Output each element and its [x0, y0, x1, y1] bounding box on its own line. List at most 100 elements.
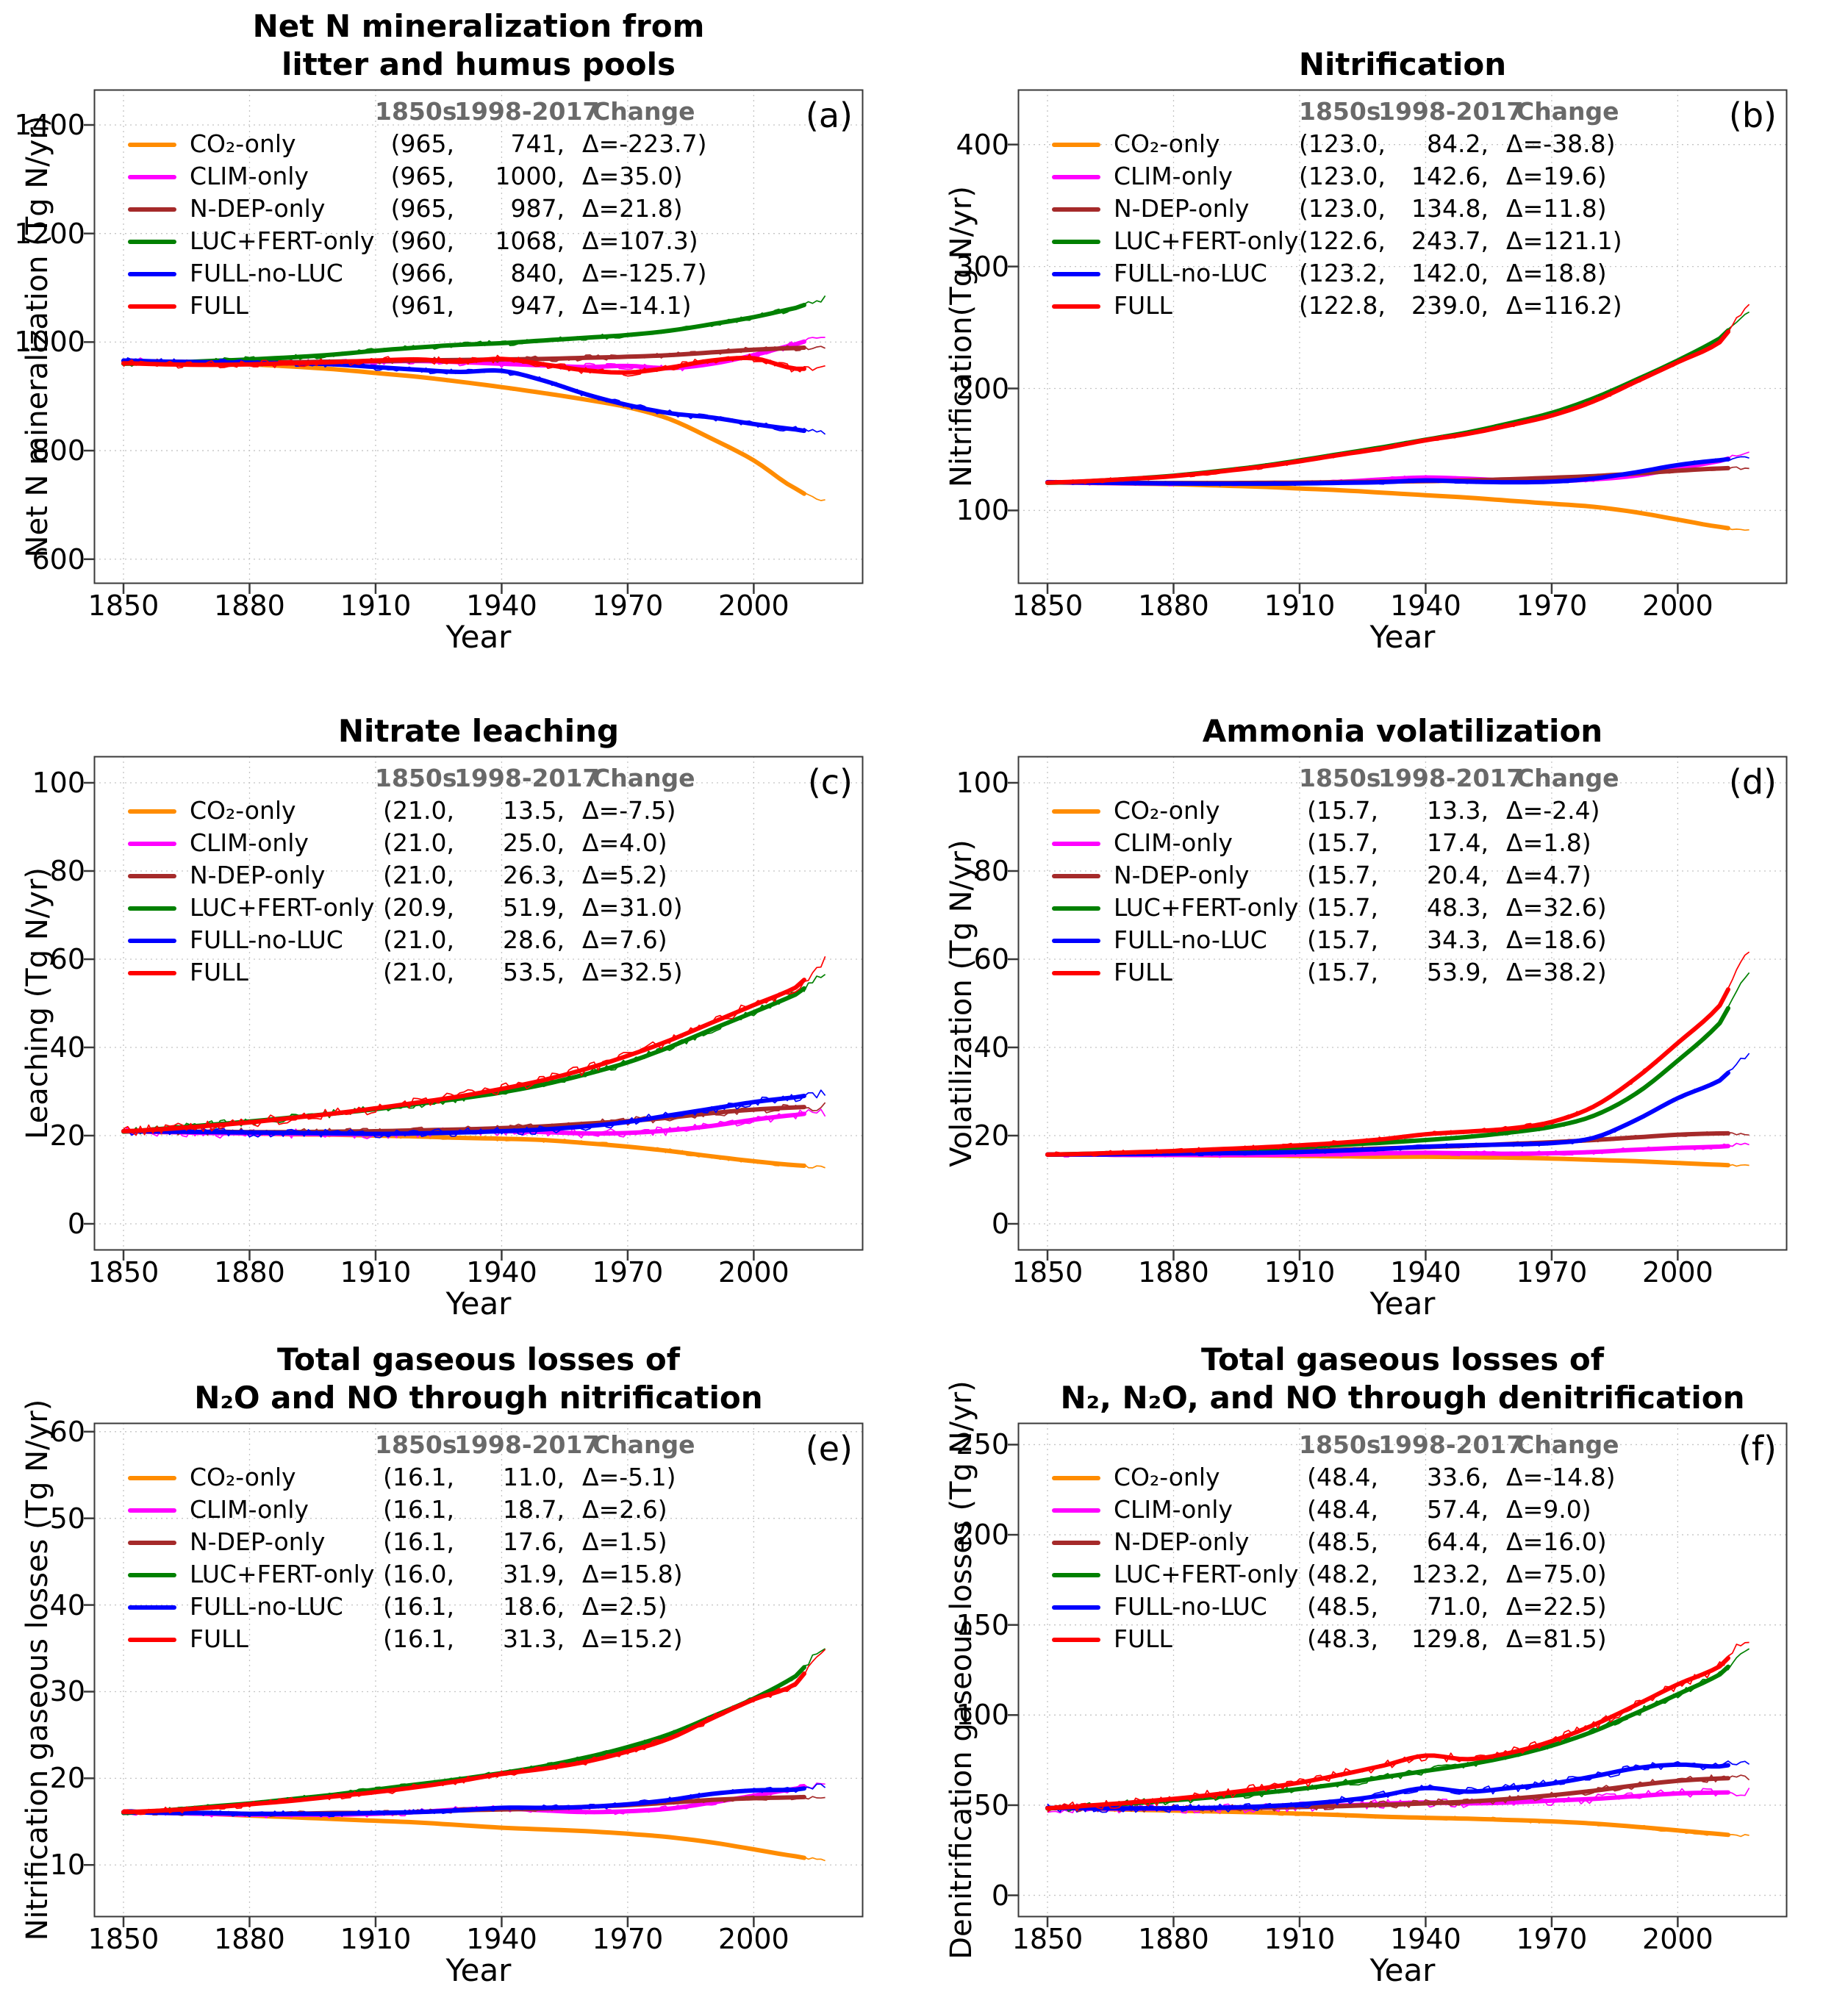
- legend: 1850s 1998-2017 Change CO₂-only (965, 741,…: [128, 96, 734, 322]
- legend-value-1850s: (16.1,: [383, 1624, 454, 1653]
- legend-header-1850s: 1850s: [375, 1430, 457, 1459]
- x-tick-label: 1970: [592, 589, 664, 622]
- legend-swatch: [1052, 1541, 1100, 1545]
- legend-label: FULL-no-LUC: [190, 925, 343, 954]
- panel-title: Total gaseous losses of N₂, N₂O, and NO …: [1018, 1336, 1787, 1417]
- legend-value-1998-2017: 17.6,: [503, 1527, 565, 1556]
- y-tick-label: 250: [956, 1428, 1009, 1461]
- legend-label: FULL-no-LUC: [190, 259, 343, 287]
- legend-value-change: Δ=32.6): [1506, 893, 1607, 922]
- legend: 1850s 1998-2017 Change CO₂-only (15.7, 13.…: [1052, 762, 1658, 989]
- chart-canvas: [1008, 89, 1788, 594]
- legend-value-1998-2017: 840,: [510, 259, 565, 287]
- y-tick-label: 400: [956, 128, 1009, 161]
- legend-value-1998-2017: 20.4,: [1427, 861, 1489, 889]
- y-tick-label: 60: [49, 1415, 85, 1448]
- legend-swatch: [128, 304, 176, 309]
- legend-value-1850s: (15.7,: [1307, 958, 1378, 986]
- legend-value-change: Δ=7.6): [582, 925, 667, 954]
- legend-value-change: Δ=-7.5): [582, 796, 676, 825]
- x-tick-label: 1940: [1390, 1923, 1461, 1955]
- legend-value-1850s: (16.0,: [383, 1560, 454, 1588]
- y-tick-label: 0: [991, 1208, 1009, 1240]
- panel-letter: (e): [805, 1429, 853, 1469]
- legend-row: [1052, 1604, 1114, 1610]
- x-tick-label: 1880: [1138, 1256, 1209, 1288]
- legend-value-1850s: (16.1,: [383, 1592, 454, 1621]
- gridlines: [94, 756, 863, 1250]
- legend-value-1850s: (16.1,: [383, 1527, 454, 1556]
- series-full-no-luc: [121, 1783, 826, 1818]
- legend-value-1998-2017: 741,: [510, 129, 565, 158]
- legend-label: FULL: [1114, 291, 1172, 320]
- legend-row: [1052, 206, 1114, 212]
- gridlines: [1018, 90, 1787, 584]
- panel-title-line2: N₂, N₂O, and NO through denitrification: [1060, 1380, 1745, 1416]
- legend-row: [128, 937, 190, 943]
- y-tick-label: 60: [49, 943, 85, 975]
- legend-value-1998-2017: 64.4,: [1427, 1527, 1489, 1556]
- legend-swatch: [1052, 175, 1100, 179]
- legend-label: CLIM-only: [190, 1495, 309, 1524]
- panel-title-line2: litter and humus pools: [282, 46, 676, 82]
- legend-value-change: Δ=4.7): [1506, 861, 1591, 889]
- y-tick-label: 30: [49, 1675, 85, 1708]
- panel-title-line2: N₂O and NO through nitrification: [194, 1380, 763, 1416]
- legend-value-change: Δ=4.0): [582, 828, 667, 857]
- y-tick-label: 1000: [14, 326, 85, 359]
- y-axis-label: Denitrification gaseous losses (Tg N/yr): [945, 1380, 978, 1960]
- legend-value-change: Δ=2.5): [582, 1592, 667, 1621]
- legend-swatch: [1052, 304, 1100, 309]
- legend-value-change: Δ=1.8): [1506, 828, 1591, 857]
- legend-value-change: Δ=2.6): [582, 1495, 667, 1524]
- legend-header-1998-2017: 1998-2017: [1378, 764, 1524, 792]
- legend-label: CLIM-only: [1114, 1495, 1233, 1524]
- legend-swatch: [1052, 1508, 1100, 1513]
- panel-letter: (c): [807, 762, 853, 802]
- legend-value-1850s: (122.6,: [1299, 226, 1386, 255]
- series-full-no-luc: [1045, 1760, 1750, 1813]
- y-tick-label: 100: [956, 767, 1009, 799]
- chart-canvas: [84, 89, 864, 594]
- legend-label: N-DEP-only: [1114, 1527, 1250, 1556]
- legend-value-1998-2017: 243.7,: [1411, 226, 1489, 255]
- x-tick-label: 1940: [1390, 1256, 1461, 1288]
- legend-value-1998-2017: 33.6,: [1427, 1463, 1489, 1491]
- legend-row: [128, 141, 190, 147]
- x-tick-label: 1850: [1011, 589, 1084, 622]
- legend-value-change: Δ=18.8): [1506, 259, 1607, 287]
- panel-letter: (f): [1738, 1429, 1777, 1469]
- legend-value-1850s: (21.0,: [383, 828, 454, 857]
- legend-value-1850s: (48.5,: [1307, 1527, 1378, 1556]
- panel-title-line1: Nitrate leaching: [337, 713, 620, 749]
- legend-value-1850s: (123.2,: [1299, 259, 1386, 287]
- x-tick-label: 1910: [340, 589, 412, 622]
- x-tick-label: 1910: [1264, 1923, 1336, 1955]
- x-tick-label: 1970: [1516, 589, 1588, 622]
- panel-title-line1: Total gaseous losses of: [276, 1341, 681, 1377]
- legend-header-1998-2017: 1998-2017: [454, 764, 600, 792]
- legend-header-1998-2017: 1998-2017: [1378, 1430, 1524, 1459]
- x-axis-label: Year: [1369, 1952, 1436, 1988]
- legend-row: [1052, 937, 1114, 943]
- legend-label: LUC+FERT-only: [190, 1560, 375, 1588]
- y-tick-label: 80: [973, 855, 1009, 887]
- legend-header-change: Change: [1516, 1430, 1619, 1459]
- x-tick-label: 1910: [340, 1923, 412, 1955]
- panel-title-line1: Nitrification: [1298, 46, 1507, 82]
- legend-header-1850s: 1850s: [375, 97, 457, 126]
- legend-value-1998-2017: 13.5,: [503, 796, 565, 825]
- legend-swatch: [1052, 874, 1100, 878]
- legend-row: [1052, 173, 1114, 179]
- y-tick-label: 1400: [14, 109, 85, 141]
- axis-ticks: [1008, 143, 1679, 594]
- y-axis-label: Nitrification(Tg N/yr): [945, 186, 978, 487]
- legend-label: CO₂-only: [190, 129, 296, 158]
- x-axis-label: Year: [445, 619, 512, 655]
- legend-row: [128, 206, 190, 212]
- x-tick-label: 2000: [1642, 1256, 1713, 1288]
- legend-label: N-DEP-only: [190, 1527, 326, 1556]
- y-tick-label: 40: [49, 1588, 85, 1621]
- legend-value-1850s: (966,: [390, 259, 454, 287]
- legend-value-1998-2017: 134.8,: [1411, 194, 1489, 223]
